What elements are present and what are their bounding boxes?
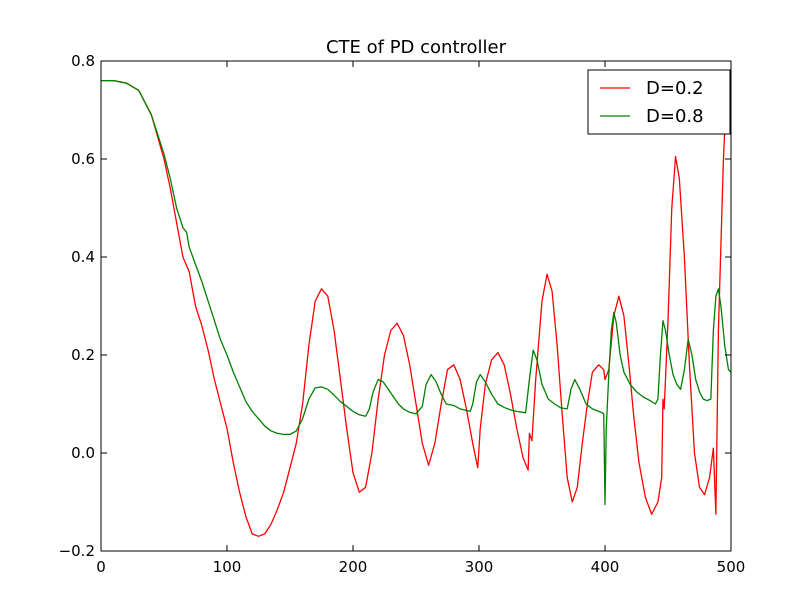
- axis-ticks: 0 100 200 300 400 500 −0.2 0.0 0.2 0.4 0.6 0.8: [59, 52, 746, 576]
- x-tick-label: 400: [591, 558, 620, 576]
- series-line-2: [101, 79, 731, 506]
- series-line-1: [101, 70, 731, 537]
- x-tick-label: 0: [96, 558, 106, 576]
- y-tick-label: 0.2: [71, 346, 95, 364]
- y-tick-label: 0.6: [71, 150, 95, 168]
- legend-label-2: D=0.8: [646, 106, 704, 127]
- x-tick-label: 300: [465, 558, 494, 576]
- legend-box: [587, 69, 731, 135]
- y-tick-label: 0.8: [71, 52, 95, 70]
- y-tick-label: 0.4: [71, 248, 95, 266]
- legend: D=0.2 D=0.8: [587, 69, 731, 135]
- series-group: [101, 70, 731, 537]
- plot-frame: [100, 60, 732, 552]
- x-tick-label: 200: [339, 558, 368, 576]
- y-tick-label: −0.2: [59, 542, 95, 560]
- x-tick-label: 500: [717, 558, 746, 576]
- y-tick-label: 0.0: [71, 444, 95, 462]
- x-tick-label: 100: [213, 558, 242, 576]
- legend-label-1: D=0.2: [646, 78, 704, 99]
- chart-title: CTE of PD controller: [326, 37, 507, 58]
